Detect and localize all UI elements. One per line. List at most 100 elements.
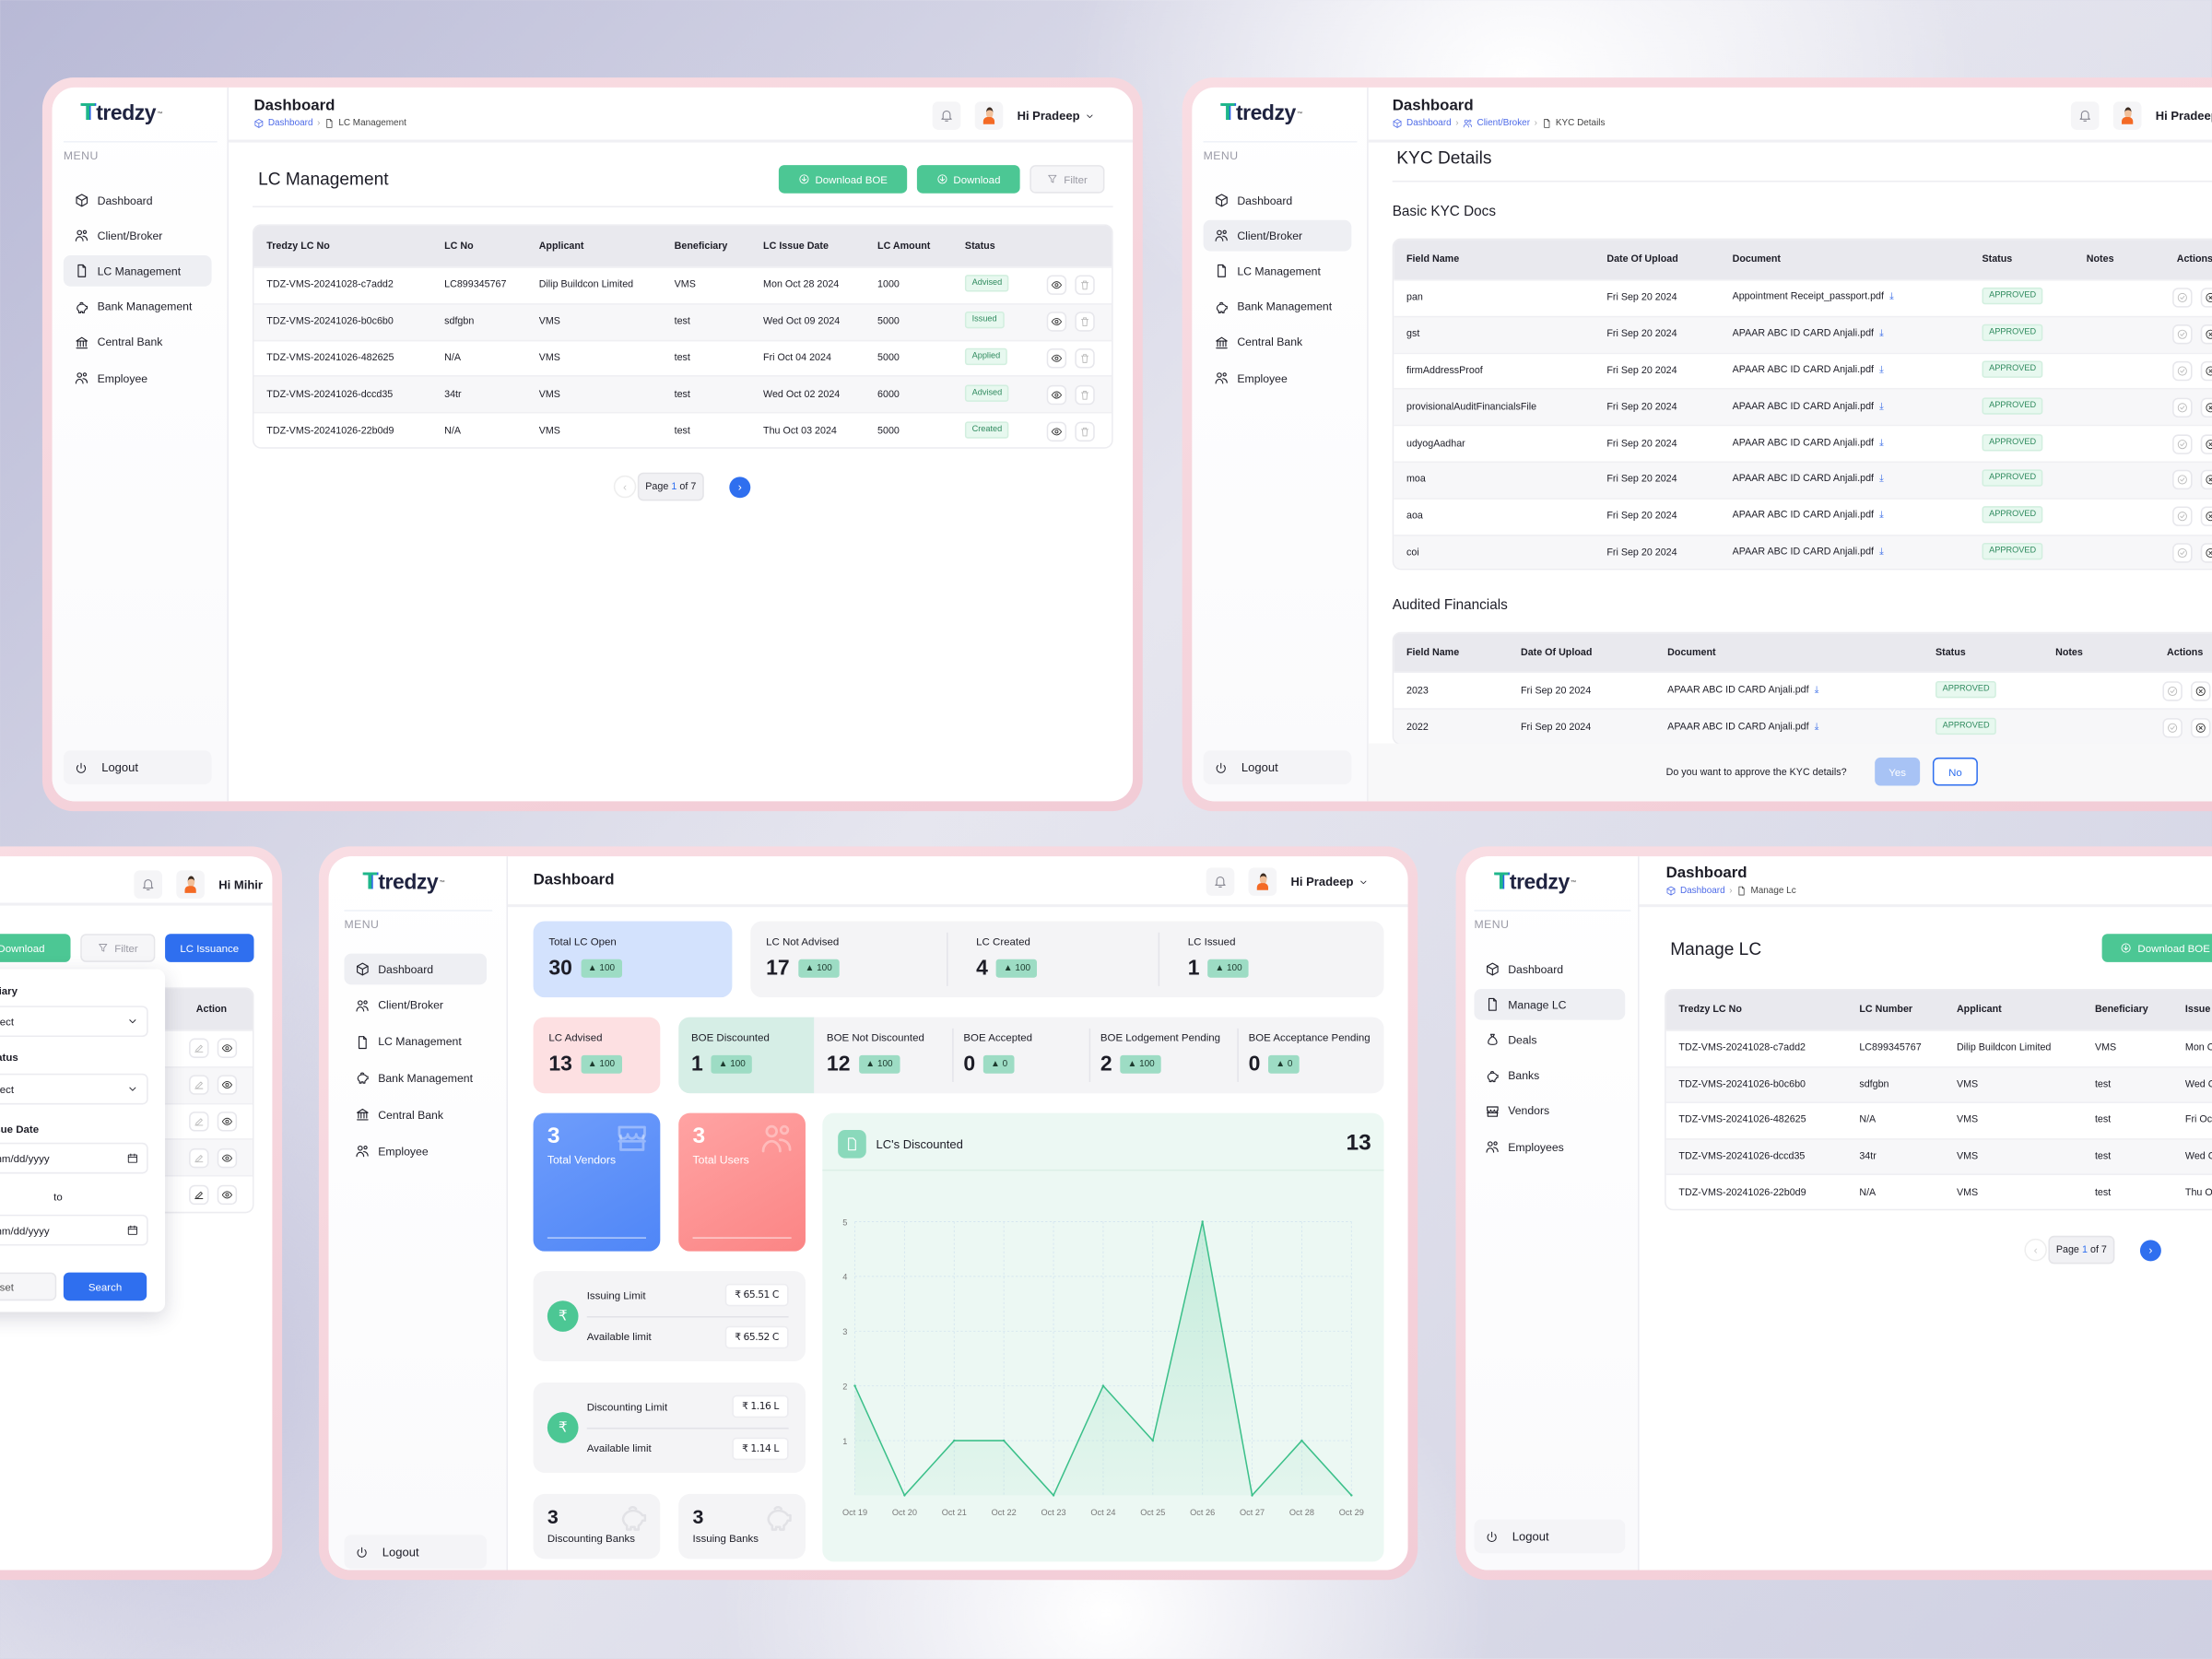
sidebar-item-client-broker[interactable]: Client/Broker [344, 990, 487, 1021]
table-row[interactable]: coi Fri Sep 20 2024 APAAR ABC ID CARD Anja… [1394, 534, 2212, 570]
trash-button[interactable] [1075, 276, 1095, 296]
column-header[interactable]: Issue Date [2184, 1005, 2212, 1016]
download-icon[interactable]: ⤓ [1814, 721, 1819, 732]
x-circle-button[interactable] [2200, 506, 2212, 527]
table-row[interactable]: udyogAadhar Fri Sep 20 2024 APAAR ABC ID C… [1394, 424, 2212, 461]
boe-stat[interactable]: BOE Discounted 1 ▲ 100 [691, 1018, 818, 1094]
sidebar-item-dashboard[interactable]: Dashboard [1204, 185, 1352, 217]
previous-page-button[interactable]: ‹ [2024, 1238, 2047, 1262]
beneficiary-select[interactable]: Select [0, 1006, 148, 1037]
breadcrumb-item[interactable]: Dashboard [1679, 886, 1725, 896]
download-icon[interactable]: ⤓ [1879, 511, 1884, 522]
document-link[interactable]: APAAR ABC ID CARD Anjali.pdf [1732, 438, 1875, 449]
breadcrumb-item[interactable]: Dashboard [267, 118, 313, 129]
avatar[interactable] [1248, 867, 1277, 896]
table-row[interactable]: TDZ-VMS-20241026-482625 N/A VMS test Fri Oct… [1665, 1101, 2212, 1138]
column-header[interactable]: Document [1667, 647, 1716, 658]
download-button[interactable]: Download [0, 934, 71, 962]
next-page-button[interactable]: › [729, 476, 751, 498]
document-link[interactable]: APAAR ABC ID CARD Anjali.pdf [1732, 547, 1875, 558]
total-users-card[interactable]: 3 Total Users [678, 1112, 806, 1252]
sidebar-item-banks[interactable]: Banks [1474, 1060, 1625, 1091]
table-row[interactable]: firmAddressProof Fri Sep 20 2024 APAAR ABC… [1394, 352, 2212, 388]
check-circle-button[interactable] [2172, 543, 2193, 563]
search-button[interactable]: Search [63, 1272, 147, 1301]
approve-yes-button[interactable]: Yes [1875, 757, 1921, 786]
x-circle-button[interactable] [2200, 470, 2212, 490]
sidebar-item-bank-management[interactable]: Bank Management [1204, 291, 1352, 323]
download-boe-button[interactable]: Download BOE [778, 165, 908, 194]
lc-stat[interactable]: LC Issued 1 ▲ 100 [1188, 921, 1315, 997]
view-button[interactable] [217, 1112, 238, 1132]
avatar[interactable] [176, 870, 205, 899]
edit-button[interactable] [189, 1184, 209, 1205]
column-header[interactable]: Actions [2176, 254, 2212, 265]
table-row[interactable]: TDZ-VMS-20241028-c7add2 LC899345767 Dilip … [1665, 1030, 2212, 1065]
sidebar-item-employee[interactable]: Employee [344, 1135, 487, 1167]
column-header[interactable]: Tredzy LC No [266, 241, 330, 252]
download-button[interactable]: Download [916, 165, 1020, 194]
sidebar-item-central-bank[interactable]: Central Bank [1204, 327, 1352, 359]
avatar[interactable] [2112, 101, 2142, 130]
column-header[interactable]: Notes [2086, 254, 2114, 265]
sidebar-item-lc-management[interactable]: LC Management [344, 1027, 487, 1058]
column-header[interactable]: Action [195, 1004, 228, 1015]
sidebar-item-deals[interactable]: Deals [1474, 1025, 1625, 1056]
x-circle-button[interactable] [2200, 433, 2212, 454]
download-boe-button[interactable]: Download BOE [2101, 934, 2212, 962]
table-row[interactable]: TDZ-VMS-20241026-b0c6b0 sdfgbn VMS test Wed … [1665, 1065, 2212, 1102]
boe-stat[interactable]: BOE Not Discounted 12 ▲ 100 [827, 1018, 954, 1094]
x-circle-button[interactable] [2200, 397, 2212, 418]
eye-button[interactable] [1046, 384, 1067, 405]
table-row[interactable]: aoa Fri Sep 20 2024 APAAR ABC ID CARD Anja… [1394, 497, 2212, 534]
sidebar-item-dashboard[interactable]: Dashboard [1474, 954, 1625, 985]
table-row[interactable]: pan Fri Sep 20 2024 Appointment Receipt_pa… [1394, 279, 2212, 315]
column-header[interactable]: Field Name [1406, 647, 1460, 658]
download-icon[interactable]: ⤓ [1814, 685, 1819, 695]
column-header[interactable]: LC Amount [877, 241, 931, 252]
total-lc-open[interactable]: Total LC Open 30 ▲ 100 [548, 921, 676, 997]
table-row[interactable]: moa Fri Sep 20 2024 APAAR ABC ID CARD Anja… [1394, 461, 2212, 498]
notifications-button[interactable] [134, 870, 163, 899]
column-header[interactable]: LC No [444, 241, 474, 252]
edit-button[interactable] [189, 1112, 209, 1132]
table-row[interactable]: 2022 Fri Sep 20 2024 APAAR ABC ID CARD Anj… [1394, 708, 2212, 744]
check-circle-button[interactable] [2172, 433, 2193, 454]
view-button[interactable] [217, 1075, 238, 1096]
document-link[interactable]: APAAR ABC ID CARD Anjali.pdf [1732, 511, 1875, 522]
table-row[interactable]: TDZ-VMS-20241026-22b0d9 N/A VMS test Thu Oct… [253, 412, 1112, 447]
view-button[interactable] [217, 1147, 238, 1169]
column-header[interactable]: Field Name [1406, 254, 1460, 265]
avatar[interactable] [974, 101, 1004, 130]
logout-button[interactable]: Logout [63, 750, 212, 785]
download-icon[interactable]: ⤓ [1879, 401, 1884, 412]
table-row[interactable]: gst Fri Sep 20 2024 APAAR ABC ID CARD Anja… [1394, 315, 2212, 353]
approve-no-button[interactable]: No [1932, 757, 1978, 786]
check-circle-button[interactable] [2172, 397, 2193, 418]
sidebar-item-lc-management[interactable]: LC Management [1204, 256, 1352, 288]
breadcrumb-item[interactable]: Dashboard [1406, 118, 1452, 129]
document-link[interactable]: APAAR ABC ID CARD Anjali.pdf [1732, 401, 1875, 412]
x-circle-button[interactable] [2200, 324, 2212, 345]
column-header[interactable]: LC Issue Date [763, 241, 829, 252]
document-link[interactable]: Appointment Receipt_passport.pdf [1732, 292, 1884, 303]
check-circle-button[interactable] [2172, 506, 2193, 527]
logout-button[interactable]: Logout [1203, 750, 1352, 785]
download-icon[interactable]: ⤓ [1879, 547, 1884, 558]
column-header[interactable]: Status [1982, 254, 2013, 265]
logout-button[interactable]: Logout [1474, 1519, 1626, 1554]
eye-button[interactable] [1046, 421, 1067, 441]
trash-button[interactable] [1075, 348, 1095, 369]
check-circle-button[interactable] [2172, 324, 2193, 345]
previous-page-button[interactable]: ‹ [613, 475, 637, 499]
filter-button[interactable]: Filter [1030, 165, 1105, 194]
sidebar-item-employee[interactable]: Employee [64, 362, 212, 394]
user-menu[interactable]: Hi Mihir [218, 877, 263, 891]
check-circle-button[interactable] [2172, 288, 2193, 309]
sidebar-item-lc-management[interactable]: LC Management [63, 255, 212, 288]
document-link[interactable]: APAAR ABC ID CARD Anjali.pdf [1732, 328, 1875, 339]
sidebar-item-bank-management[interactable]: Bank Management [344, 1063, 487, 1094]
document-link[interactable]: APAAR ABC ID CARD Anjali.pdf [1732, 474, 1875, 485]
column-header[interactable]: Beneficiary [2094, 1005, 2148, 1016]
column-header[interactable]: LC Number [1859, 1005, 1913, 1016]
